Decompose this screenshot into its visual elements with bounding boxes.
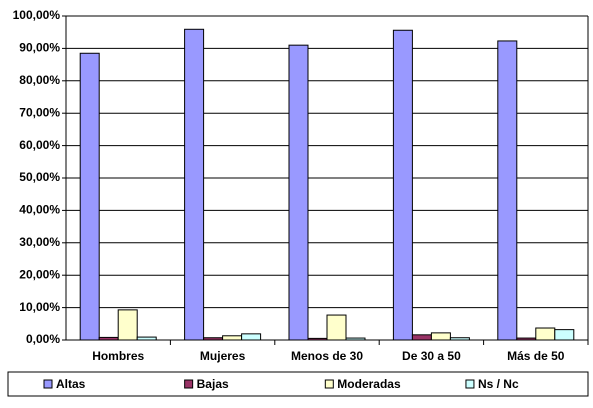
bar [497, 40, 518, 341]
y-tick-label: 20,00% [19, 267, 60, 281]
y-tick-label: 50,00% [19, 170, 60, 184]
bar [554, 329, 575, 341]
y-tick-label: 0,00% [26, 332, 60, 346]
bar [449, 337, 470, 341]
y-tick-label: 100,00% [13, 8, 61, 22]
bar [307, 337, 328, 341]
bar [117, 309, 138, 341]
legend-box [7, 371, 589, 397]
x-tick-label: Mujeres [200, 349, 246, 363]
bar [392, 29, 413, 341]
legend-swatch [43, 379, 53, 389]
bar [411, 334, 432, 341]
x-tick-label: Hombres [92, 349, 144, 363]
y-tick-label: 90,00% [19, 41, 60, 55]
bar [98, 336, 119, 341]
legend-swatch [184, 379, 194, 389]
bar [516, 337, 537, 341]
bar [288, 44, 309, 341]
bar [222, 335, 243, 341]
legend-label: Altas [56, 377, 86, 391]
bar [345, 337, 366, 341]
bar [79, 52, 100, 341]
bar [535, 327, 556, 341]
y-tick-label: 80,00% [19, 73, 60, 87]
bar [241, 333, 262, 341]
y-tick-label: 40,00% [19, 203, 60, 217]
legend-swatch [465, 379, 475, 389]
legend-swatch [324, 379, 334, 389]
bar [203, 337, 224, 341]
bar [326, 314, 347, 341]
bar [184, 28, 205, 341]
x-tick-label: Más de 50 [507, 349, 565, 363]
legend-label: Ns / Nc [478, 377, 519, 391]
y-tick-label: 10,00% [19, 300, 60, 314]
legend-label: Moderadas [337, 377, 401, 391]
y-tick-label: 60,00% [19, 138, 60, 152]
y-tick-label: 70,00% [19, 105, 60, 119]
bar [430, 332, 451, 341]
y-tick-label: 30,00% [19, 235, 60, 249]
x-tick-label: De 30 a 50 [402, 349, 461, 363]
legend-label: Bajas [197, 377, 229, 391]
x-tick-label: Menos de 30 [291, 349, 363, 363]
bar [136, 336, 157, 341]
